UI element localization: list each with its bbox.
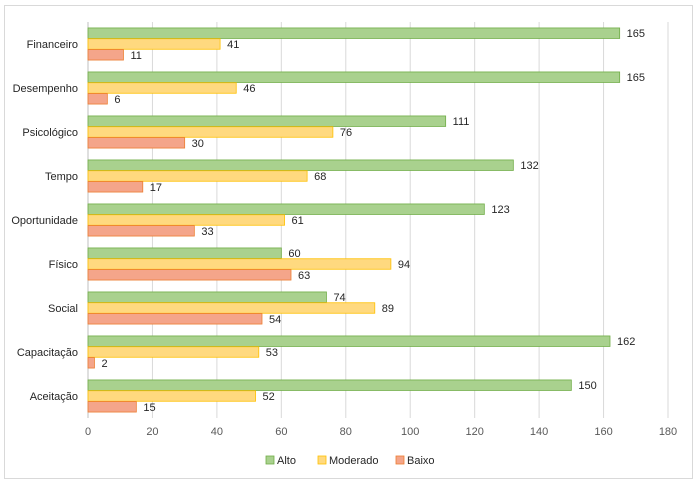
x-tick-label: 80 xyxy=(340,426,352,438)
legend-label-alto: Alto xyxy=(277,455,296,467)
bar-moderado xyxy=(87,258,392,270)
data-label: 17 xyxy=(150,182,162,194)
x-tick-label: 160 xyxy=(594,426,612,438)
bar-moderado xyxy=(87,390,256,402)
x-tick-label: 40 xyxy=(211,426,223,438)
bar-moderado xyxy=(87,346,260,358)
data-label: 46 xyxy=(243,83,255,95)
category-label: Capacitação xyxy=(17,347,78,359)
bar-moderado xyxy=(87,302,376,314)
data-label: 94 xyxy=(398,259,410,271)
bar-moderado xyxy=(87,38,221,50)
bar-baixo xyxy=(87,401,137,413)
data-label: 30 xyxy=(192,138,204,150)
bar-baixo xyxy=(87,181,144,193)
data-label: 165 xyxy=(627,72,645,84)
data-label: 60 xyxy=(288,248,300,260)
data-label: 54 xyxy=(269,314,281,326)
bar-baixo xyxy=(87,93,108,105)
category-label: Físico xyxy=(49,259,78,271)
bar-moderado xyxy=(87,214,285,226)
data-label: 89 xyxy=(382,303,394,315)
data-label: 61 xyxy=(292,215,304,227)
bar-baixo xyxy=(87,225,195,237)
bar-alto xyxy=(87,115,447,127)
data-label: 74 xyxy=(333,292,345,304)
data-label: 63 xyxy=(298,270,310,282)
data-label: 132 xyxy=(520,160,538,172)
bar-baixo xyxy=(87,269,292,281)
data-label: 52 xyxy=(263,391,275,403)
legend-swatch-moderado xyxy=(317,455,327,465)
data-label: 33 xyxy=(201,226,213,238)
data-label: 2 xyxy=(101,358,107,370)
bar-moderado xyxy=(87,170,308,182)
data-label: 123 xyxy=(491,204,509,216)
bar-alto xyxy=(87,379,572,391)
bar-moderado xyxy=(87,126,334,138)
bar-baixo xyxy=(87,137,186,149)
category-label: Financeiro xyxy=(27,39,78,51)
bar-alto xyxy=(87,203,485,215)
bar-baixo xyxy=(87,357,95,369)
x-tick-label: 60 xyxy=(275,426,287,438)
legend-swatch-baixo xyxy=(395,455,405,465)
data-label: 162 xyxy=(617,336,635,348)
bar-alto xyxy=(87,27,621,39)
x-tick-label: 0 xyxy=(85,426,91,438)
data-label: 165 xyxy=(627,28,645,40)
bar-alto xyxy=(87,291,327,303)
bar-baixo xyxy=(87,313,263,325)
category-label: Aceitação xyxy=(30,391,78,403)
x-tick-label: 140 xyxy=(530,426,548,438)
category-label: Psicológico xyxy=(22,127,78,139)
category-label: Social xyxy=(48,303,78,315)
data-label: 150 xyxy=(578,380,596,392)
data-label: 41 xyxy=(227,39,239,51)
category-label: Oportunidade xyxy=(11,215,78,227)
bar-alto xyxy=(87,159,514,171)
x-tick-label: 100 xyxy=(401,426,419,438)
data-label: 76 xyxy=(340,127,352,139)
bar-moderado xyxy=(87,82,237,94)
x-tick-label: 120 xyxy=(465,426,483,438)
data-label: 68 xyxy=(314,171,326,183)
legend-label-moderado: Moderado xyxy=(329,455,379,467)
category-label: Tempo xyxy=(45,171,78,183)
bar-alto xyxy=(87,247,282,259)
legend-label-baixo: Baixo xyxy=(407,455,435,467)
data-label: 11 xyxy=(130,50,141,62)
data-label: 15 xyxy=(143,402,155,414)
x-tick-label: 180 xyxy=(659,426,677,438)
bar-alto xyxy=(87,335,611,347)
data-label: 6 xyxy=(114,94,120,106)
bar-alto xyxy=(87,71,621,83)
legend-swatch-alto xyxy=(265,455,275,465)
data-label: 111 xyxy=(453,116,470,128)
category-label: Desempenho xyxy=(13,83,78,95)
x-tick-label: 20 xyxy=(146,426,158,438)
bar-baixo xyxy=(87,49,124,61)
data-label: 53 xyxy=(266,347,278,359)
